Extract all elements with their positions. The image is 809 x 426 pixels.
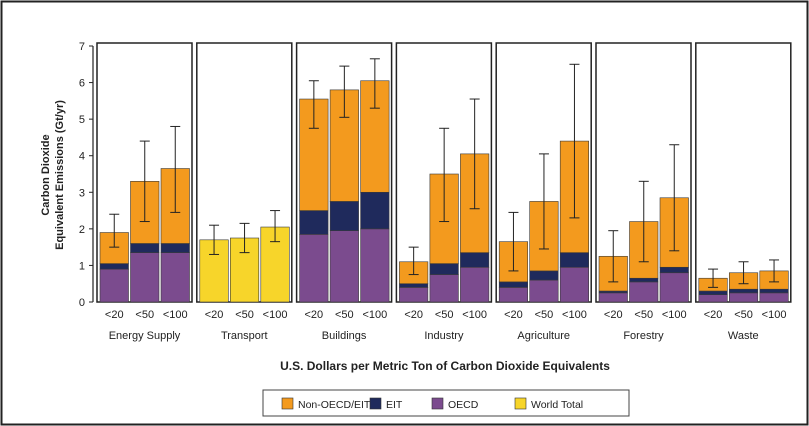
legend-label-world: World Total	[531, 399, 583, 411]
sector-panel: <20 <50 <100 Industry	[395, 42, 493, 342]
category-label: <50	[435, 309, 454, 321]
bar-segment-eit	[299, 210, 329, 235]
bar-segment-oecd	[99, 268, 129, 303]
bar-segment-oecd	[629, 281, 659, 303]
legend-label-oecd: OECD	[448, 399, 479, 411]
bar-segment-eit	[759, 288, 789, 294]
sector-panel: <20 <50 <100 Forestry	[595, 42, 692, 342]
bar-segment-eit	[728, 288, 759, 294]
sector-label: Agriculture	[517, 330, 570, 342]
panel-frame	[695, 42, 792, 303]
sector-panel: <20 <50 <100 Buildings	[295, 42, 393, 342]
bar-segment-oecd	[598, 292, 628, 303]
category-label: <20	[604, 309, 623, 321]
legend-box	[262, 389, 630, 417]
category-label: <100	[263, 309, 288, 321]
bar-segment-eit	[429, 263, 459, 275]
category-label: <100	[163, 309, 188, 321]
category-label: <100	[462, 309, 487, 321]
bar-segment-eit	[629, 277, 659, 283]
bar-segment-oecd	[360, 228, 390, 303]
sector-panels: <20 <50 <100 Energy Supply <20 <50 <100 Transpo…	[96, 42, 792, 342]
bar-segment-oecd	[759, 292, 789, 303]
bar-segment-oecd	[460, 266, 490, 303]
bar-segment-oecd	[160, 252, 190, 303]
sector-panel: <20 <50 <100 Agriculture	[495, 42, 592, 342]
sector-label: Waste	[728, 330, 759, 342]
sector-label: Buildings	[322, 330, 367, 342]
sector-panel: <20 <50 <100 Transport	[196, 42, 293, 342]
legend-swatch-oecd	[431, 397, 444, 410]
y-axis-title: Carbon Dioxide Equivalent Emissions (Gt/…	[40, 100, 66, 250]
bar-segment-eit	[160, 243, 190, 253]
sector-label: Transport	[221, 330, 268, 342]
category-label: <100	[662, 309, 687, 321]
legend-label-non-oecd: Non-OECD/EIT	[298, 399, 371, 411]
sector-label: Forestry	[623, 330, 664, 342]
y-tick-label: 4	[79, 151, 85, 163]
bar-segment-eit	[130, 243, 160, 253]
y-tick-label: 2	[79, 224, 85, 236]
bar-segment-oecd	[329, 230, 359, 303]
bar-segment-oecd	[728, 292, 759, 303]
bar-segment-oecd	[429, 274, 459, 303]
sector-panel: <20 <50 <100 Energy Supply	[96, 42, 193, 342]
legend: Non-OECD/EIT EIT OECD World Total	[262, 389, 630, 417]
bar-segment-oecd	[698, 294, 728, 303]
category-label: <50	[135, 309, 154, 321]
bar-segment-eit	[559, 252, 590, 268]
bar-segment-oecd	[130, 252, 160, 303]
x-axis-title: U.S. Dollars per Metric Ton of Carbon Di…	[280, 359, 610, 373]
legend-swatch-eit	[369, 397, 382, 410]
y-axis-title-line-1: Carbon Dioxide	[40, 134, 52, 215]
category-label: <20	[205, 309, 224, 321]
bar-segment-oecd	[498, 287, 529, 303]
bar-segment-eit	[659, 266, 689, 274]
category-label: <20	[504, 309, 523, 321]
bar-segment-eit	[360, 191, 390, 230]
category-label: <20	[704, 309, 723, 321]
legend-swatch-non-oecd	[281, 397, 294, 410]
y-tick-label: 0	[79, 297, 85, 309]
category-label: <100	[762, 309, 787, 321]
y-tick-label: 7	[79, 41, 85, 53]
category-label: <50	[634, 309, 653, 321]
y-axis: 0 1 2 3 4 5 6 7	[79, 41, 94, 309]
bar-segment-oecd	[559, 266, 590, 303]
bar-segment-eit	[99, 263, 129, 270]
category-label: <50	[734, 309, 753, 321]
bar-segment-oecd	[659, 272, 689, 303]
category-label: <100	[562, 309, 587, 321]
bar-segment-eit	[329, 201, 359, 231]
bar-segment-eit	[529, 270, 559, 281]
category-label: <20	[305, 309, 324, 321]
bar-segment-oecd	[399, 287, 429, 303]
y-tick-label: 1	[79, 260, 85, 272]
category-label: <20	[404, 309, 423, 321]
bar-segment-oecd	[529, 279, 559, 303]
bar-segment-eit	[498, 281, 529, 288]
bar-segment-eit	[698, 290, 728, 295]
category-label: <20	[105, 309, 124, 321]
bar-segment-eit	[460, 252, 490, 268]
y-tick-label: 3	[79, 187, 85, 199]
bar-segment-oecd	[299, 234, 329, 303]
y-tick-label: 6	[79, 78, 85, 90]
category-label: <50	[335, 309, 354, 321]
sector-label: Industry	[424, 330, 464, 342]
legend-swatch-world	[514, 397, 527, 410]
category-label: <100	[362, 309, 387, 321]
sector-label: Energy Supply	[109, 330, 181, 342]
y-tick-label: 5	[79, 114, 85, 126]
legend-label-eit: EIT	[386, 399, 403, 411]
y-axis-title-line-2: Equivalent Emissions (Gt/yr)	[54, 100, 66, 250]
bar-segment-eit	[399, 283, 429, 288]
category-label: <50	[235, 309, 254, 321]
category-label: <50	[535, 309, 554, 321]
